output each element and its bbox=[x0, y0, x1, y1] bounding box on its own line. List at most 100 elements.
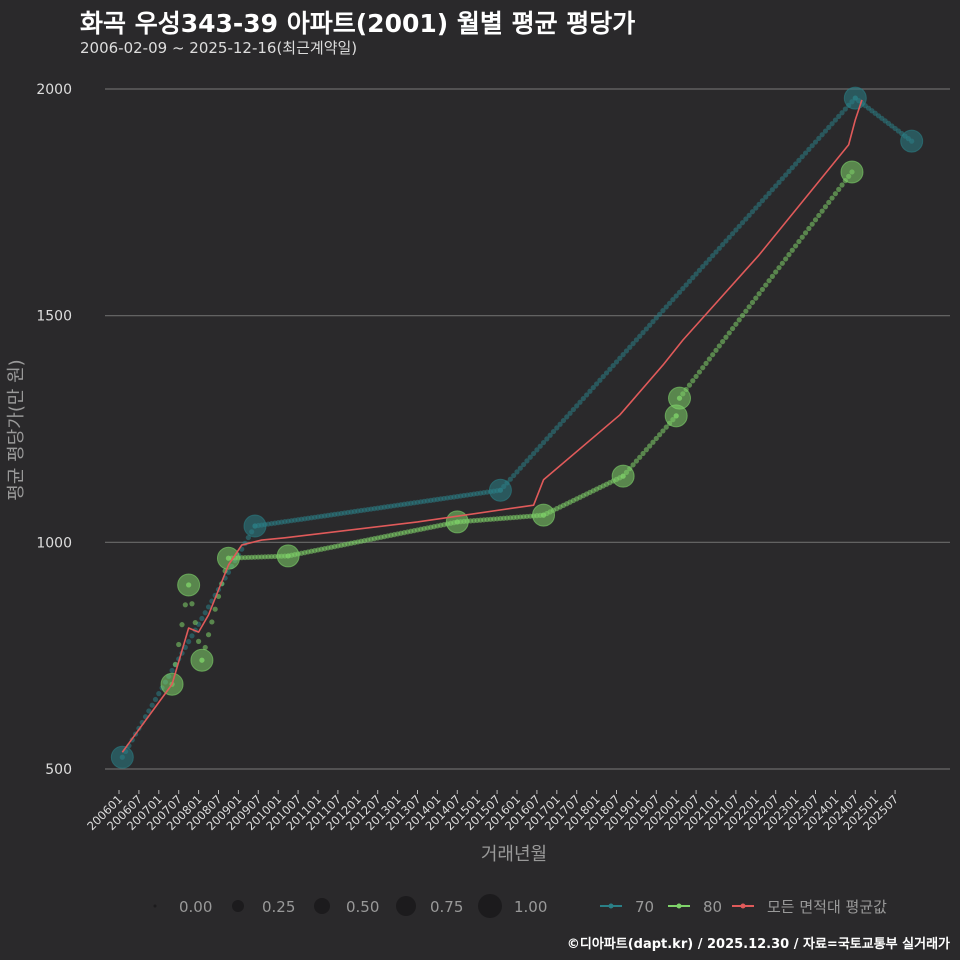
size-legend-label: 0.25 bbox=[262, 898, 295, 916]
series-70-interp-point bbox=[530, 450, 537, 457]
series-80-interp-point bbox=[637, 454, 643, 460]
size-legend-key bbox=[232, 900, 244, 912]
series-80-interp-point bbox=[643, 447, 649, 453]
series-70-interp-point bbox=[829, 121, 835, 127]
series-70-interp-point bbox=[759, 198, 766, 204]
series-80-interp-point bbox=[743, 308, 749, 314]
series-70-interp-point bbox=[739, 220, 746, 226]
series-70-interp-point bbox=[716, 245, 722, 251]
series-80-interp-point bbox=[630, 462, 636, 468]
series-70-interp-point bbox=[836, 113, 842, 119]
series-70-interp-point bbox=[793, 161, 799, 167]
series-70-interp-point bbox=[680, 286, 686, 292]
series-80-interp-point bbox=[703, 360, 709, 366]
series-70-interp-point bbox=[146, 708, 152, 714]
series-80-interp-point bbox=[756, 291, 762, 297]
series-80-interp-point bbox=[746, 304, 752, 310]
series-70-interp-point bbox=[816, 135, 822, 141]
series-70-interp-point bbox=[720, 242, 726, 248]
series-80-interp-point bbox=[633, 458, 640, 464]
series-70-interp-point bbox=[842, 106, 848, 112]
series-80-interp-point bbox=[802, 230, 809, 236]
legend-label: 80 bbox=[703, 898, 722, 916]
series-80-point bbox=[216, 546, 240, 570]
series-80-interp-point bbox=[773, 269, 779, 275]
series-80-interp-point bbox=[693, 373, 699, 380]
series-80-interp-point bbox=[713, 347, 719, 353]
y-tick-label: 1500 bbox=[36, 309, 72, 325]
series-70-interp-point bbox=[826, 124, 832, 130]
series-70-interp-point bbox=[567, 410, 573, 416]
series-70-interp-point bbox=[657, 311, 663, 317]
x-axis-title: 거래년월 bbox=[481, 844, 547, 865]
series-70-interp-point bbox=[169, 667, 175, 674]
series-70-interp-point bbox=[630, 341, 636, 347]
series-80-interp-point bbox=[696, 369, 703, 375]
series-70-interp-point bbox=[550, 428, 557, 435]
series-70-interp-point bbox=[527, 454, 533, 460]
series-70-interp-point bbox=[597, 377, 603, 383]
series-80-interp-point bbox=[205, 632, 212, 638]
series-70-interp-point bbox=[633, 337, 640, 343]
series-70-interp-point bbox=[753, 205, 759, 211]
series-80-interp-point bbox=[726, 330, 732, 336]
series-70-interp-point bbox=[690, 275, 696, 281]
series-70-interp-point bbox=[779, 176, 785, 182]
series-70-interp-point bbox=[574, 403, 580, 409]
series-80-interp-point bbox=[783, 256, 789, 262]
series-80-interp-point bbox=[739, 312, 746, 319]
series-80-interp-point bbox=[192, 619, 198, 626]
series-70-interp-point bbox=[643, 326, 649, 332]
series-70-interp-point bbox=[773, 183, 779, 189]
series-80-interp-point bbox=[640, 450, 646, 457]
series-80-interp-point bbox=[202, 644, 208, 651]
series-80-interp-point bbox=[776, 265, 782, 271]
series-70-interp-point bbox=[832, 117, 839, 123]
series-70-interp-point bbox=[799, 154, 805, 160]
y-axis-title: 평균 평당가(만 원) bbox=[6, 359, 27, 500]
series-80-interp-point bbox=[786, 252, 792, 258]
series-70-interp-point bbox=[696, 267, 703, 273]
series-70-point bbox=[243, 514, 267, 538]
series-70-interp-point bbox=[650, 319, 656, 325]
size-legend-key bbox=[478, 894, 502, 918]
avg-line bbox=[121, 99, 863, 753]
series-70-interp-point bbox=[706, 256, 712, 262]
series-70-interp-point bbox=[570, 406, 576, 413]
series-70-interp-point bbox=[587, 388, 593, 394]
series-70-interp-point bbox=[524, 458, 530, 464]
series-70-interp-point bbox=[202, 610, 208, 616]
series-70-interp-point bbox=[660, 308, 666, 314]
series-70-interp-point bbox=[557, 421, 563, 427]
series-70-interp-point bbox=[521, 461, 527, 468]
series-70-interp-point bbox=[756, 201, 762, 207]
series-70-interp-point bbox=[152, 696, 159, 703]
series-80-interp-point bbox=[832, 191, 839, 197]
series-80-point bbox=[840, 160, 864, 184]
y-tick-label: 2000 bbox=[36, 82, 72, 98]
series-70-interp-point bbox=[839, 110, 845, 116]
series-70-point bbox=[900, 129, 924, 153]
chart-title: 화곡 우성343-39 아파트(2001) 월별 평균 평당가 bbox=[80, 9, 636, 38]
series-70-interp-point bbox=[769, 187, 775, 193]
legend-label: 70 bbox=[635, 898, 654, 916]
series-80-interp-point bbox=[789, 247, 795, 253]
series-70-interp-point bbox=[726, 234, 732, 240]
legend-point-key bbox=[740, 903, 746, 909]
series-70-interp-point bbox=[560, 417, 567, 424]
series-80-interp-point bbox=[763, 282, 769, 288]
series-70-interp-point bbox=[540, 439, 547, 446]
series-70-interp-point bbox=[749, 209, 756, 215]
series-80-interp-point bbox=[209, 619, 215, 625]
series-70-interp-point bbox=[822, 128, 829, 134]
series-80-interp-point bbox=[700, 365, 706, 371]
size-legend-label: 0.00 bbox=[179, 898, 212, 916]
series-80-interp-point bbox=[660, 428, 666, 434]
series-70-point bbox=[488, 478, 512, 502]
series-70-interp-point bbox=[617, 355, 623, 361]
series-70-interp-point bbox=[156, 691, 162, 697]
series-80-point bbox=[276, 544, 300, 568]
y-tick-label: 500 bbox=[45, 762, 72, 778]
series-70-interp-point bbox=[594, 381, 600, 387]
